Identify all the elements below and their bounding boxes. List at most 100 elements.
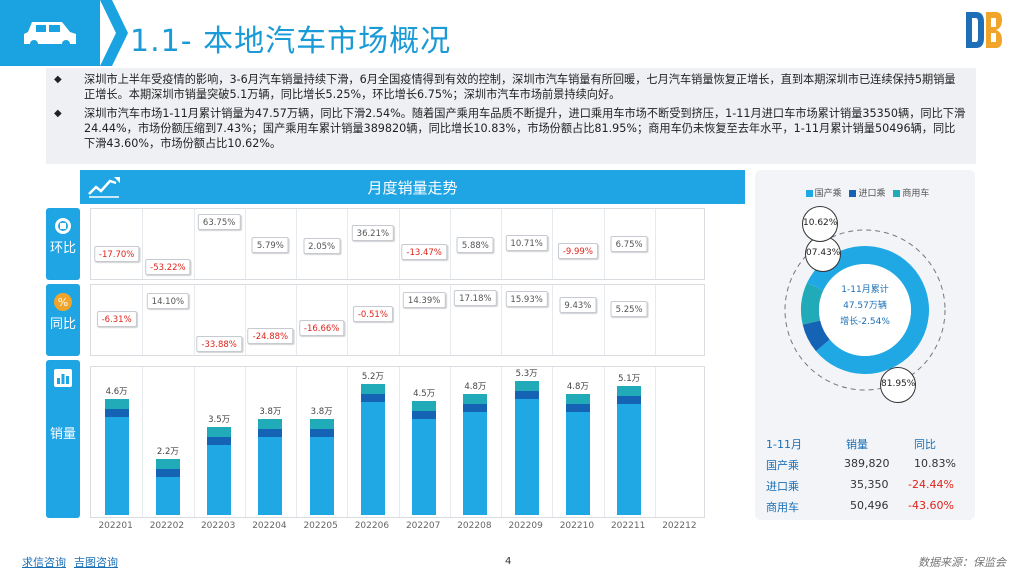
yoy-value-label: -24.88% — [247, 327, 294, 344]
bar-segment-mid — [104, 408, 129, 417]
stats-yoy: -43.60% — [908, 499, 954, 512]
grid-line — [501, 209, 502, 279]
car-icon — [24, 22, 76, 48]
stats-yoy: 10.83% — [914, 457, 956, 470]
bar-segment-mid — [617, 396, 642, 405]
grid-line — [552, 367, 554, 517]
volume-bar — [360, 383, 385, 515]
share-label-domestic: 81.95% — [880, 367, 916, 403]
x-axis-label: 202203 — [200, 521, 236, 531]
grid-line — [501, 285, 502, 355]
grid-line — [244, 367, 246, 517]
svg-text:%: % — [58, 296, 68, 309]
mom-value-label: 5.88% — [456, 236, 494, 253]
tab-mom-label: 环比 — [46, 240, 80, 258]
yoy-value-label: -6.31% — [96, 311, 137, 328]
volume-value-label: 5.2万 — [361, 371, 384, 382]
stats-header: 同比 — [914, 438, 936, 451]
volume-bar — [565, 393, 590, 515]
center-line1: 1-11月累计 — [841, 285, 889, 295]
tab-volume-text: 销量 — [49, 427, 76, 442]
volume-bar — [412, 401, 437, 515]
footer-link-1[interactable]: 求信咨询 — [22, 556, 66, 569]
volume-panel: 4.6万 2.2万 3.5万 3.8万 3.8万 5.2万 4.5万 4.8万 5.3万 4.8万… — [90, 366, 705, 518]
share-panel: 国产乘 进口乘 商用车 1-11月累计 47.57万辆 增长-2.54% 07.… — [755, 170, 975, 520]
legend-swatch — [849, 190, 857, 197]
legend-item: 商用车 — [902, 189, 930, 199]
grid-line — [244, 285, 246, 355]
mom-value-label: -13.47% — [401, 244, 447, 261]
x-axis-label: 202211 — [610, 521, 646, 531]
footer-link-2[interactable]: 吉图咨询 — [74, 556, 118, 569]
stats-row: 商用车 50,496 -43.60% — [758, 497, 980, 518]
grid-line — [654, 209, 656, 279]
x-axis-label: 202202 — [149, 521, 185, 531]
bar-segment-cap — [258, 418, 283, 429]
mom-value-label: 63.75% — [197, 214, 241, 231]
volume-bar — [155, 459, 180, 515]
volume-value-label: 4.5万 — [413, 389, 436, 400]
bar-segment-mid — [463, 403, 488, 412]
grid-line — [296, 209, 297, 279]
tab-volume[interactable]: 销量 — [46, 360, 80, 518]
stats-yoy: -24.44% — [908, 478, 954, 491]
bar-chart-icon — [54, 369, 72, 387]
bar-segment-body — [463, 411, 488, 515]
tab-yoy-label: 同比 — [46, 316, 80, 334]
mom-value-label: 2.05% — [303, 238, 341, 255]
stats-name: 商用车 — [766, 501, 799, 514]
mom-panel: -17.70% -53.22% 63.75% 5.79% 2.05% 36.21% -13.… — [90, 208, 705, 280]
x-axis-label: 202212 — [662, 521, 697, 531]
bar-segment-cap — [309, 418, 334, 429]
volume-bar — [309, 418, 334, 515]
bar-segment-cap — [207, 426, 232, 437]
header-arrow — [100, 0, 128, 66]
volume-bar — [617, 386, 642, 515]
yoy-value-label: 15.93% — [505, 290, 548, 307]
grid-line — [296, 367, 297, 517]
stats-name: 进口乘 — [766, 480, 799, 493]
donut-dashed-ring — [784, 229, 946, 391]
bar-segment-body — [412, 419, 437, 515]
bar-segment-mid — [412, 411, 437, 420]
percent-icon: % — [54, 293, 72, 311]
grid-line — [398, 209, 400, 279]
legend-item: 国产乘 — [814, 189, 842, 199]
yoy-value-label: 17.18% — [454, 289, 497, 306]
grid-line — [347, 367, 349, 517]
bar-segment-cap — [412, 401, 437, 412]
volume-bar — [258, 418, 283, 515]
grid-line — [603, 209, 605, 279]
yoy-value-label: 5.25% — [610, 300, 648, 317]
tab-mom-text: 环比 — [49, 241, 76, 256]
bar-segment-body — [565, 411, 590, 515]
tab-mom[interactable]: 环比 — [46, 208, 80, 280]
volume-value-label: 2.2万 — [156, 447, 179, 458]
stats-row: 国产乘 389,820 10.83% — [758, 455, 980, 476]
x-axis-label: 202207 — [405, 521, 441, 531]
stats-table: 1-11月 销量 同比 国产乘 389,820 10.83% 进口乘 35,35… — [758, 434, 980, 518]
volume-bar — [514, 381, 539, 515]
yoy-value-label: 14.39% — [402, 292, 446, 309]
bar-segment-body — [617, 404, 642, 515]
grid-line — [142, 367, 144, 517]
grid-line — [347, 209, 349, 279]
legend-swatch — [893, 190, 901, 197]
bar-segment-body — [207, 444, 232, 515]
tab-yoy[interactable]: % 同比 — [46, 284, 80, 356]
page-number: 4 — [505, 556, 512, 567]
mom-value-label: 10.71% — [505, 234, 548, 251]
mom-value-label: -53.22% — [145, 259, 191, 276]
grid-line — [347, 285, 349, 355]
grid-line — [244, 209, 246, 279]
data-source: 数据来源：保监会 — [918, 556, 1006, 569]
grid-line — [603, 285, 605, 355]
bar-segment-cap — [360, 383, 385, 394]
center-line2: 47.57万辆 — [843, 301, 887, 311]
footer-links: 求信咨询 吉图咨询 — [22, 554, 126, 570]
donut-hole — [819, 264, 911, 356]
bar-segment-cap — [104, 398, 129, 409]
stats-header: 销量 — [846, 438, 868, 451]
grid-line — [193, 367, 195, 517]
share-label-commercial: 10.62% — [802, 206, 838, 242]
